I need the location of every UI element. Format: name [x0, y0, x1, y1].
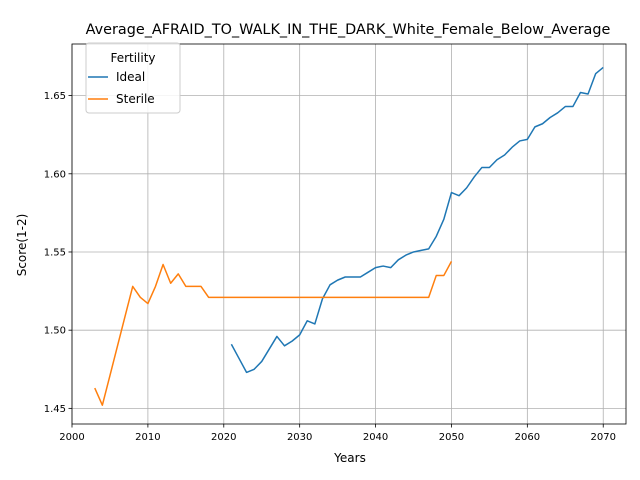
legend: Fertility Ideal Sterile	[85, 42, 181, 114]
plot-area-frame	[71, 43, 627, 425]
y-tick-label: 1.60	[44, 169, 66, 180]
y-axis-label: Score(1-2)	[15, 214, 29, 277]
y-tick-label: 1.45	[44, 404, 66, 415]
x-tick-label: 2000	[59, 432, 84, 443]
legend-title: Fertility	[110, 51, 155, 65]
series-lines	[94, 66, 604, 406]
y-tick-label: 1.55	[44, 247, 66, 258]
x-tick-label: 2060	[515, 432, 540, 443]
series-line-ideal	[230, 66, 604, 374]
axis-ticks: 2000 2010 2020 2030 2040 2050 2060 2070 1.45 1.50…	[44, 91, 616, 443]
legend-label-sterile: Sterile	[116, 92, 155, 106]
legend-box	[85, 42, 181, 114]
x-tick-label: 2020	[211, 432, 236, 443]
x-tick-label: 2070	[591, 432, 616, 443]
x-tick-label: 2010	[135, 432, 160, 443]
grid-lines	[71, 44, 626, 424]
series-line-sterile	[94, 261, 453, 406]
y-tick-label: 1.50	[44, 326, 66, 337]
x-tick-label: 2040	[363, 432, 388, 443]
x-axis-label: Years	[333, 451, 366, 465]
x-tick-label: 2050	[439, 432, 464, 443]
y-tick-label: 1.65	[44, 91, 66, 102]
legend-label-ideal: Ideal	[116, 70, 145, 84]
chart-title: Average_AFRAID_TO_WALK_IN_THE_DARK_White…	[86, 22, 611, 38]
x-tick-label: 2030	[287, 432, 312, 443]
